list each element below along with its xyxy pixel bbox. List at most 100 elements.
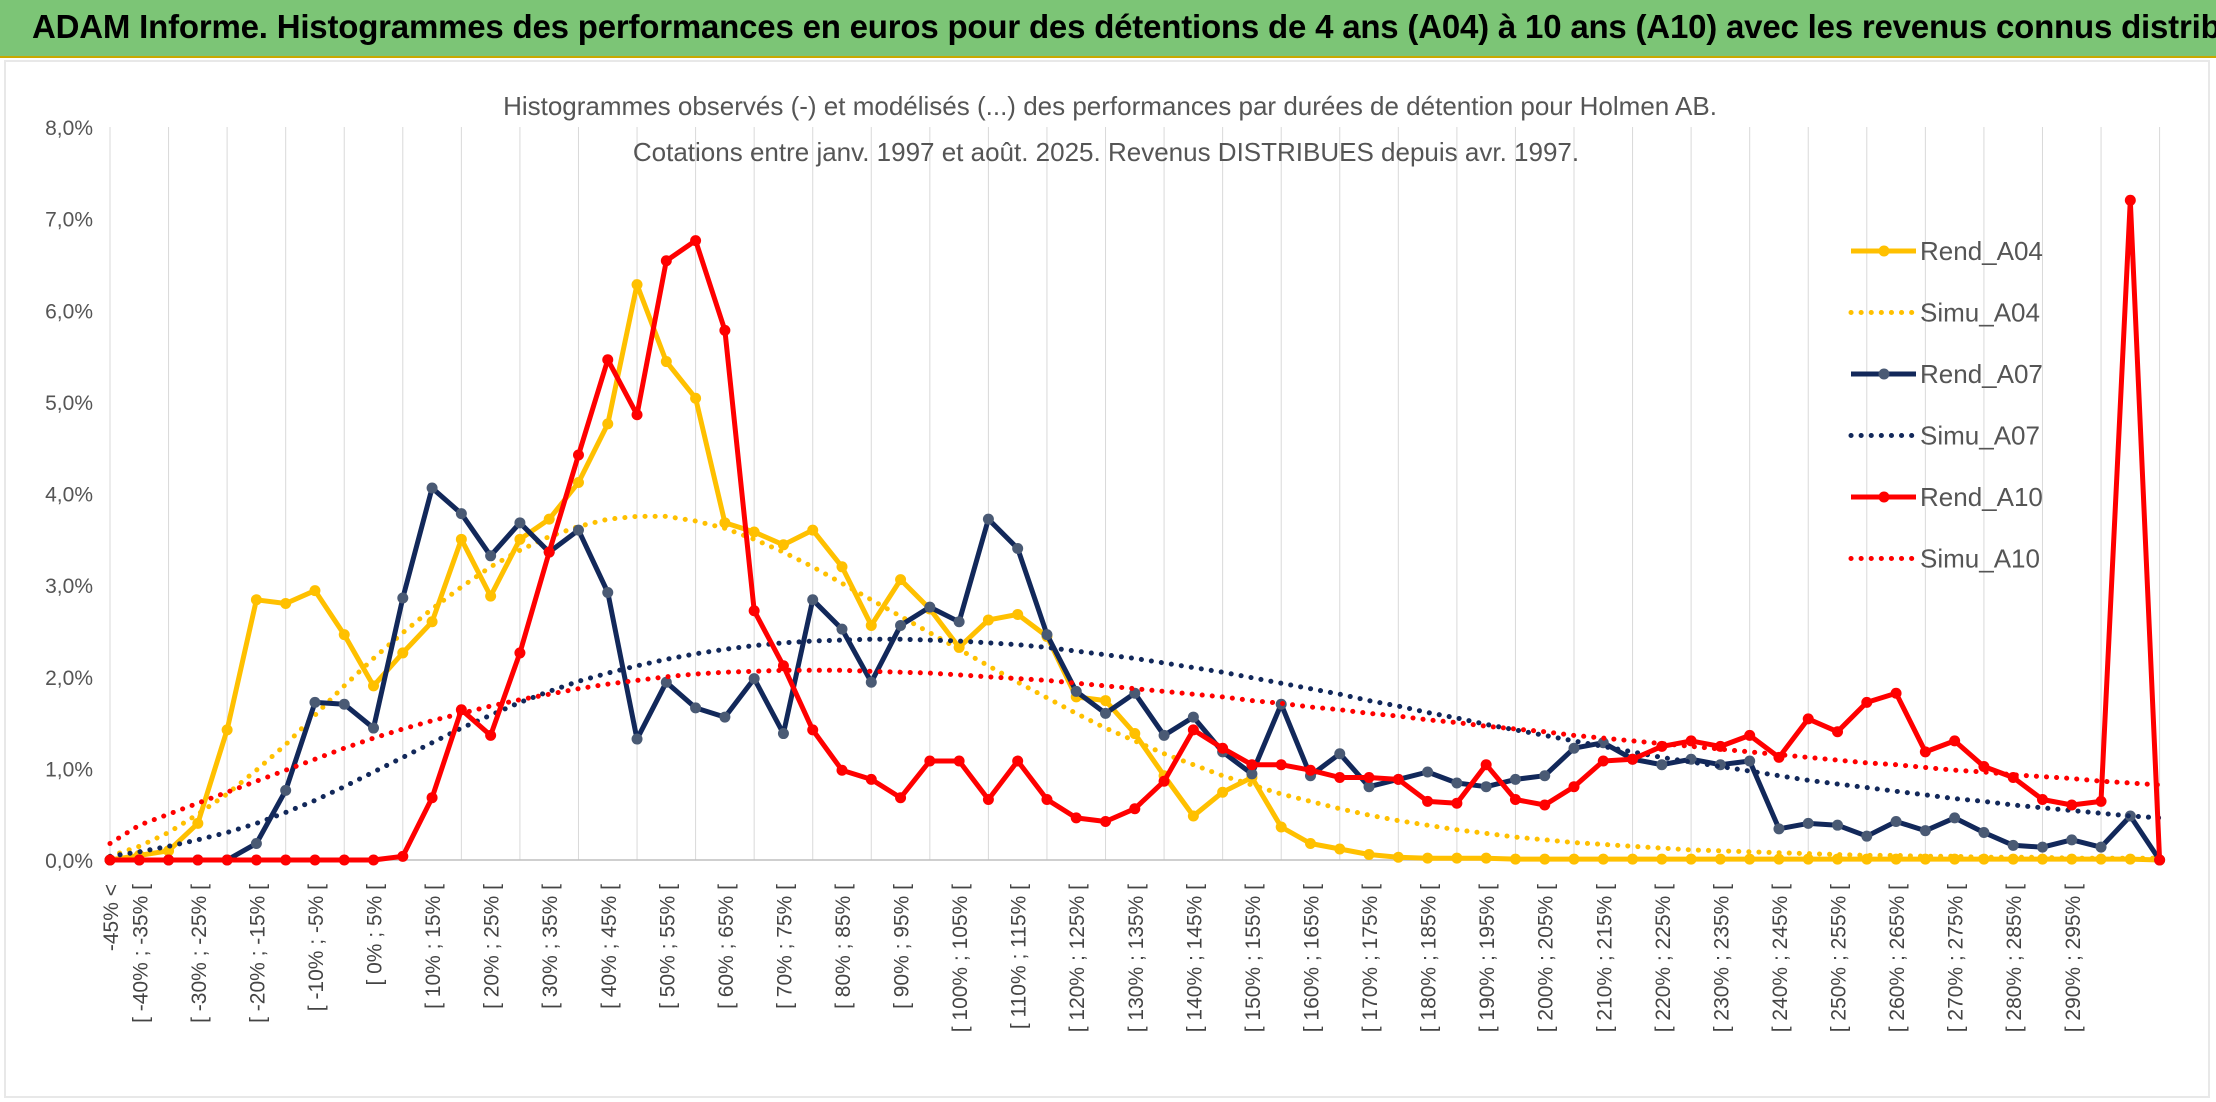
plot-area xyxy=(104,194,2166,866)
series-rend-a10-point xyxy=(2036,794,2048,806)
series-rend-a07-point xyxy=(1832,819,1844,831)
series-rend-a07-point xyxy=(2095,841,2107,853)
series-rend-a10-point xyxy=(1012,755,1024,767)
y-tick-label: 7,0% xyxy=(45,209,93,232)
series-rend-a10-point xyxy=(953,755,965,767)
series-rend-a04-point xyxy=(719,517,731,529)
series-rend-a07-point xyxy=(2036,841,2048,853)
x-tick-label: [ -30% ; -25% [ xyxy=(188,884,211,1023)
grid-lines xyxy=(109,127,2161,861)
series-rend-a07-point xyxy=(1187,711,1199,723)
x-tick-label: [ 120% ; 125% [ xyxy=(1066,884,1089,1032)
series-rend-a10-point xyxy=(368,854,380,866)
series-rend-a07-point xyxy=(1744,755,1756,767)
series-rend-a07-point xyxy=(1949,812,1961,824)
series-rend-a04-point xyxy=(485,590,497,602)
series-rend-a04-point xyxy=(1744,853,1756,865)
series-rend-a10-point xyxy=(309,854,321,866)
series-rend-a04-point xyxy=(1656,853,1668,865)
series-rend-a10-point xyxy=(865,773,877,785)
series-rend-a10-point xyxy=(2154,854,2166,866)
series-rend-a04-point xyxy=(1568,853,1580,865)
x-tick-label: [ 30% ; 35% [ xyxy=(539,884,562,1009)
legend-rend-a10-marker xyxy=(1878,491,1890,503)
series-rend-a04-point xyxy=(1304,838,1316,850)
x-tick-label: [ -20% ; -15% [ xyxy=(246,884,269,1023)
y-axis: 0,0% 1,0% 2,0% 3,0% 4,0% 5,0% 6,0% 7,0% 8,0% xyxy=(45,117,93,873)
y-tick-label: 6,0% xyxy=(45,300,93,323)
series-rend-a07-point xyxy=(1802,817,1814,829)
series-rend-a07-point xyxy=(1919,825,1931,837)
series-rend-a10-point xyxy=(1832,726,1844,738)
x-tick-label: [ 0% ; 5% [ xyxy=(364,884,387,986)
series-rend-a07-point xyxy=(1978,827,1990,839)
series-rend-a07-point xyxy=(2007,839,2019,851)
series-rend-a10-point xyxy=(1304,764,1316,776)
series-rend-a04-point xyxy=(426,616,438,628)
series-rend-a04-point xyxy=(572,477,584,489)
series-rend-a04-point xyxy=(1802,853,1814,865)
series-rend-a10-point xyxy=(192,854,204,866)
series-rend-a04-point xyxy=(514,533,526,545)
series-rend-a07-point xyxy=(1070,685,1082,697)
chart-subtitle: Cotations entre janv. 1997 et août. 2025… xyxy=(633,137,1579,167)
x-tick-label: [ 70% ; 75% [ xyxy=(773,884,796,1009)
series-rend-a10-point xyxy=(631,409,643,421)
x-tick-label: [ 140% ; 145% [ xyxy=(1183,884,1206,1032)
legend-simu-a10-label: Simu_A10 xyxy=(1920,544,2040,574)
chart-title: Histogrammes observés (-) et modélisés (… xyxy=(503,91,1717,121)
series-rend-a04-point xyxy=(1392,851,1404,863)
x-tick-label: [ 290% ; 295% [ xyxy=(2062,884,2085,1032)
series-rend-a07-point xyxy=(368,722,380,734)
x-tick-label: [ 170% ; 175% [ xyxy=(1359,884,1382,1032)
series-rend-a07-point xyxy=(895,619,907,631)
series-rend-a07-point xyxy=(1861,830,1873,842)
series-rend-a07-point xyxy=(660,676,672,688)
x-tick-label: [ -10% ; -5% [ xyxy=(305,884,328,1011)
series-rend-a10-point xyxy=(1187,724,1199,736)
series-rend-a04-point xyxy=(836,561,848,573)
series-rend-a07-point xyxy=(777,728,789,740)
series-rend-a10-point xyxy=(2095,795,2107,807)
report-banner: ADAM Informe. Histogrammes des performan… xyxy=(0,0,2216,58)
series-rend-a04-point xyxy=(1685,853,1697,865)
series-rend-a04-point xyxy=(1480,852,1492,864)
series-rend-a07-point xyxy=(631,733,643,745)
series-rend-a07-point xyxy=(690,702,702,714)
series-rend-a10-point xyxy=(2124,194,2136,206)
chart-frame xyxy=(4,60,2210,1098)
x-tick-label: [ 10% ; 15% [ xyxy=(422,884,445,1009)
series-rend-a10-point xyxy=(1627,753,1639,765)
series-rend-a07-point xyxy=(807,594,819,606)
y-tick-label: 2,0% xyxy=(45,667,93,690)
series-rend-a04-point xyxy=(1714,853,1726,865)
series-rend-a10-point xyxy=(1802,713,1814,725)
series-rend-a07-point xyxy=(426,482,438,494)
series-rend-a10-point xyxy=(426,792,438,804)
x-tick-label: [ 230% ; 235% [ xyxy=(1710,884,1733,1032)
x-tick-label: [ -40% ; -35% [ xyxy=(129,884,152,1023)
series-rend-a04-point xyxy=(807,524,819,536)
legend-rend-a10-label: Rend_A10 xyxy=(1920,482,2043,512)
series-rend-a10-point xyxy=(338,854,350,866)
series-rend-a04-point xyxy=(1275,821,1287,833)
series-rend-a04-point xyxy=(1363,849,1375,861)
series-rend-a10-point xyxy=(163,854,175,866)
series-rend-a10-point xyxy=(2066,799,2078,811)
series-rend-a07-point xyxy=(1422,766,1434,778)
x-tick-label: [ 80% ; 85% [ xyxy=(832,884,855,1009)
series-rend-a04-point xyxy=(309,585,321,597)
x-tick-label: [ 20% ; 25% [ xyxy=(481,884,504,1009)
series-rend-a04-point xyxy=(397,647,409,659)
series-rend-a07-point xyxy=(1773,823,1785,835)
y-tick-label: 3,0% xyxy=(45,575,93,598)
series-rend-a10-point xyxy=(1217,742,1229,754)
series-rend-a10-point xyxy=(485,729,497,741)
series-rend-a04-point xyxy=(690,392,702,404)
series-rend-a04-point xyxy=(895,574,907,586)
series-rend-a07-point xyxy=(250,838,262,850)
x-tick-label: [ 220% ; 225% [ xyxy=(1652,884,1675,1032)
series-rend-a04-point xyxy=(1187,810,1199,822)
series-rend-a10-point xyxy=(1978,761,1990,773)
